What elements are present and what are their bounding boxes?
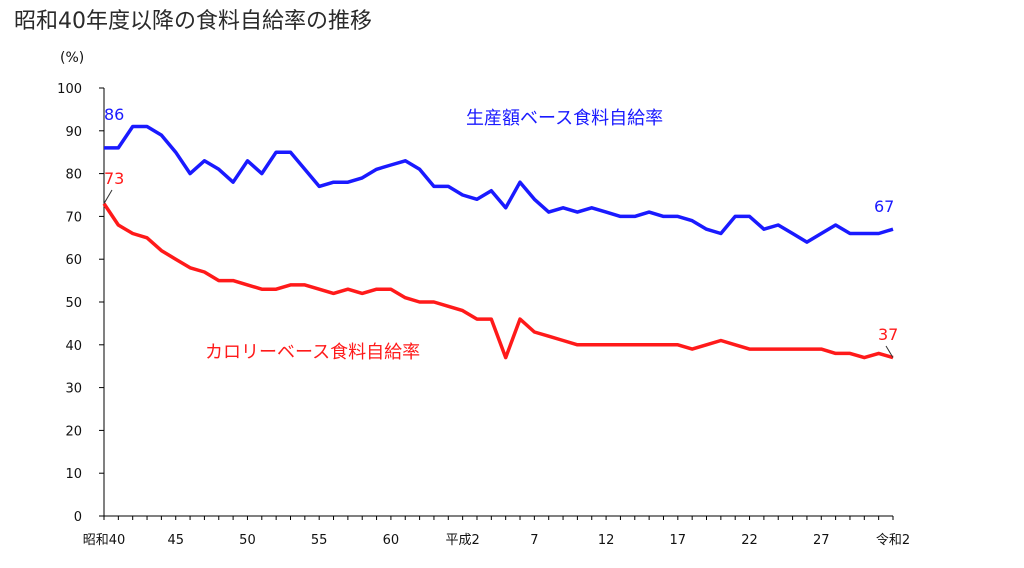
y-tick-label: 50 (65, 296, 82, 311)
series-line-1 (102, 202, 894, 360)
y-tick-label: 80 (65, 168, 82, 183)
production-end-value-label: 67 (874, 197, 894, 216)
calorie-end-value-label: 37 (878, 325, 898, 344)
x-tick-label: 令和2 (876, 533, 910, 548)
series-line-0 (104, 124, 894, 244)
y-tick-label: 60 (65, 253, 82, 268)
x-tick-label: 60 (383, 533, 400, 548)
y-tick-label: 10 (65, 467, 82, 482)
y-tick-label: 20 (65, 424, 82, 439)
x-tick-label: 50 (239, 533, 256, 548)
y-tick-label: 70 (65, 210, 82, 225)
y-tick-label: 0 (74, 510, 82, 525)
series-name-label-production: 生産額ベース食料自給率 (466, 108, 663, 129)
x-tick-label: 27 (813, 533, 830, 548)
calorie-end-leader-line (885, 345, 894, 358)
chart-title: 昭和40年度以降の食料自給率の推移 (14, 9, 372, 34)
calorie-start-leader-line (103, 189, 113, 204)
x-tick-label: 12 (598, 533, 615, 548)
x-tick-label: 平成2 (445, 533, 479, 548)
x-tick-label: 22 (741, 533, 758, 548)
x-axis-ticks: 昭和40 45 50 55 60 平成2 7 12 17 22 27 令和2 (83, 516, 910, 548)
y-tick-label: 100 (57, 82, 82, 97)
y-tick-label: 40 (65, 339, 82, 354)
y-tick-label: 90 (65, 125, 82, 140)
series-name-label-calorie: カロリーベース食料自給率 (205, 342, 420, 363)
y-tick-label: 30 (65, 382, 82, 397)
production-start-value-label: 86 (104, 105, 124, 124)
x-tick-label: 55 (311, 533, 328, 548)
x-tick-label: 17 (670, 533, 687, 548)
y-axis-unit-label: (%) (60, 50, 84, 66)
calorie-start-value-label: 73 (104, 169, 124, 188)
y-axis-ticks: 0 10 20 30 40 50 60 70 80 90 100 (57, 82, 104, 525)
x-tick-label: 昭和40 (83, 533, 126, 548)
x-tick-label: 7 (530, 533, 538, 548)
series-group (102, 124, 894, 360)
x-tick-label: 45 (167, 533, 184, 548)
